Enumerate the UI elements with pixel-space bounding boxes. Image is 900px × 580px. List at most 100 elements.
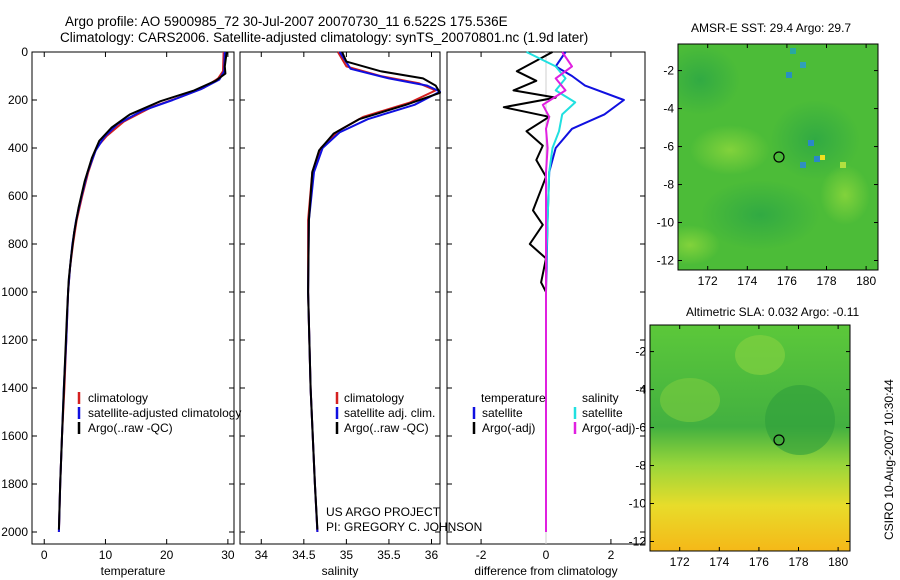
sst-pixel <box>800 62 806 68</box>
sst-map-frame <box>677 43 879 271</box>
sst-pixel <box>820 155 825 160</box>
y-tick-label: 1400 <box>1 381 28 395</box>
legend-label-climatology: climatology <box>88 391 148 405</box>
x-tick-label: 34 <box>255 548 269 562</box>
map-x-tick-label: 174 <box>709 555 729 569</box>
sla-argo-float-marker <box>773 434 785 446</box>
sal-plot-frame <box>239 51 441 545</box>
sla-map: Altimetric SLA: 0.032 Argo: -0.11 172 174… <box>629 305 860 569</box>
x-tick-label: 30 <box>221 548 235 562</box>
map-x-tick-label: 180 <box>856 274 876 288</box>
salinity-legend: climatology satellite adj. clim. Argo(..… <box>335 391 435 435</box>
legend-label-sal-satellite: satellite <box>582 406 623 420</box>
map-x-tick-label: 176 <box>749 555 769 569</box>
series-line-salinity-argo-adj- <box>541 51 573 532</box>
legend-heading-temperature: temperature <box>481 391 546 405</box>
sst-map: AMSR-E SST: 29.4 Argo: 29.7 172 174 176 178… <box>657 21 879 288</box>
map-y-tick-label: -4 <box>663 102 674 116</box>
sla-high-patch <box>660 378 720 422</box>
x-tick-label: 20 <box>160 548 174 562</box>
map-y-tick-label: -6 <box>663 140 674 154</box>
sst-pixel <box>814 156 820 162</box>
x-tick-label: 36 <box>425 548 439 562</box>
legend-label-temp-argo: Argo(-adj) <box>482 421 535 435</box>
y-tick-label: 1800 <box>1 477 28 491</box>
x-tick-label: 10 <box>99 548 113 562</box>
map-x-tick-label: 174 <box>737 274 757 288</box>
credit-line2: PI: GREGORY C. JOHNSON <box>326 520 482 534</box>
sla-map-frame <box>649 324 851 552</box>
legend-label-temp-satellite: satellite <box>482 406 523 420</box>
x-tick-label: 0 <box>543 548 550 562</box>
x-tick-label: 35 <box>340 548 354 562</box>
y-tick-label: 1200 <box>1 333 28 347</box>
sla-map-title: Altimetric SLA: 0.032 Argo: -0.11 <box>686 305 860 319</box>
sst-warm-patch <box>690 125 770 175</box>
map-x-tick-label: 178 <box>788 555 808 569</box>
sla-high-patch <box>735 335 785 375</box>
x-tick-label: 2 <box>608 548 615 562</box>
map-x-tick-label: 172 <box>670 555 690 569</box>
sst-pixel <box>808 140 814 146</box>
csiro-timestamp: CSIRO 10-Aug-2007 10:30:44 <box>882 379 896 540</box>
diff-x-axis-label: difference from climatology <box>474 564 617 578</box>
sst-pixel <box>786 72 792 78</box>
x-tick-label: 34.5 <box>292 548 316 562</box>
map-y-tick-label: -6 <box>635 421 646 435</box>
legend-label-sal-argo: Argo(-adj) <box>582 421 635 435</box>
legend-label-satellite: satellite-adjusted climatology <box>88 406 241 420</box>
figure-title-line2: Climatology: CARS2006. Satellite-adjuste… <box>60 30 588 45</box>
map-y-tick-label: -4 <box>635 383 646 397</box>
x-tick-label: -2 <box>476 548 487 562</box>
map-x-tick-label: 180 <box>828 555 848 569</box>
sst-pixel <box>790 48 796 54</box>
map-y-tick-label: -8 <box>635 459 646 473</box>
sla-low-patch <box>765 385 835 455</box>
sst-map-axes: 172 174 176 178 180 -2 -4 -6 -8 -10 -12 <box>657 44 878 288</box>
y-tick-label: 600 <box>8 189 28 203</box>
series-line-argo <box>307 51 441 530</box>
sal-x-axis-label: salinity <box>322 564 359 578</box>
y-tick-label: 1600 <box>1 429 28 443</box>
legend-label-argo: Argo(..raw -QC) <box>344 421 429 435</box>
sst-cool-patch <box>678 45 740 115</box>
legend-label-argo: Argo(..raw -QC) <box>88 421 173 435</box>
temperature-profile-plot: 0 10 20 30 0 200 400 600 800 1000 1200 1400 1600 1800… <box>1 45 235 578</box>
sst-cool-patch <box>770 100 860 180</box>
sla-map-axes: 172 174 176 178 180 -2 -4 -6 -8 -10 -12 <box>629 325 850 569</box>
map-y-tick-label: -2 <box>635 345 646 359</box>
difference-profile-plot: -2 0 2 difference from climatology <box>446 51 646 578</box>
credit-line1: US ARGO PROJECT <box>326 505 441 519</box>
y-tick-label: 0 <box>21 45 28 59</box>
salinity-profile-plot: 34 34.5 35 35.5 36 salinity <box>239 51 441 578</box>
temp-x-axis-label: temperature <box>101 564 166 578</box>
map-y-tick-label: -10 <box>629 497 647 511</box>
y-tick-label: 200 <box>8 93 28 107</box>
y-tick-label: 800 <box>8 237 28 251</box>
map-y-tick-label: -12 <box>629 535 647 549</box>
sst-map-title: AMSR-E SST: 29.4 Argo: 29.7 <box>691 21 851 35</box>
map-y-tick-label: -10 <box>657 216 675 230</box>
y-tick-label: 400 <box>8 141 28 155</box>
x-tick-label: 0 <box>41 548 48 562</box>
map-x-tick-label: 176 <box>777 274 797 288</box>
sst-pixel <box>840 162 846 168</box>
map-y-tick-label: -8 <box>663 178 674 192</box>
sst-cool-patch <box>700 180 820 250</box>
y-tick-label: 1000 <box>1 285 28 299</box>
y-tick-label: 2000 <box>1 525 28 539</box>
map-y-tick-label: -2 <box>663 64 674 78</box>
legend-label-climatology: climatology <box>344 391 404 405</box>
sst-warm-patch <box>678 225 720 265</box>
sst-warm-patch <box>820 165 870 225</box>
map-y-tick-label: -12 <box>657 254 675 268</box>
figure-title-line1: Argo profile: AO 5900985_72 30-Jul-2007 … <box>65 14 508 29</box>
difference-legend: temperature satellite Argo(-adj) salinit… <box>472 391 635 435</box>
sst-pixel <box>800 162 806 168</box>
map-x-tick-label: 178 <box>816 274 836 288</box>
x-tick-label: 35.5 <box>377 548 401 562</box>
series-line-argo <box>57 51 228 530</box>
legend-heading-salinity: salinity <box>582 391 619 405</box>
map-x-tick-label: 172 <box>698 274 718 288</box>
